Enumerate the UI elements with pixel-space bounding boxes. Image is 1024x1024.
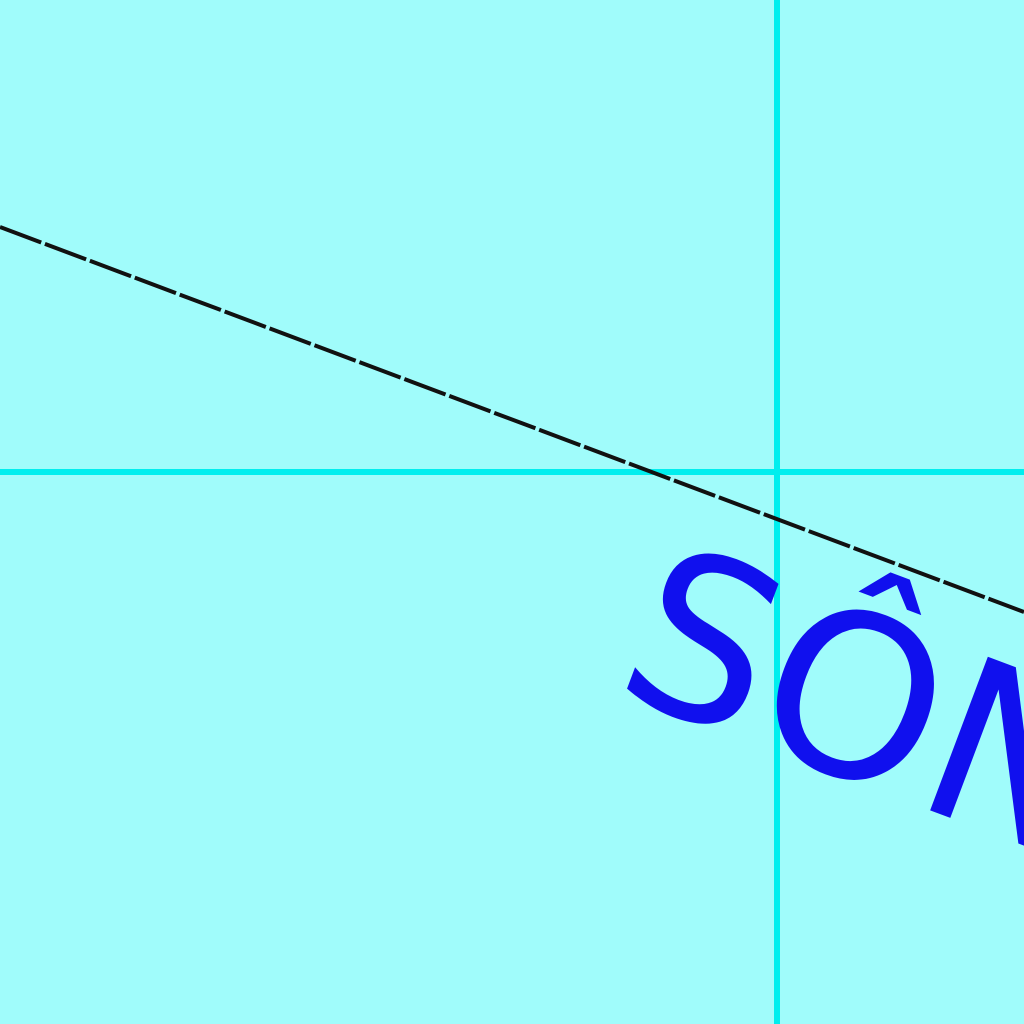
boundary-line — [0, 225, 1024, 614]
